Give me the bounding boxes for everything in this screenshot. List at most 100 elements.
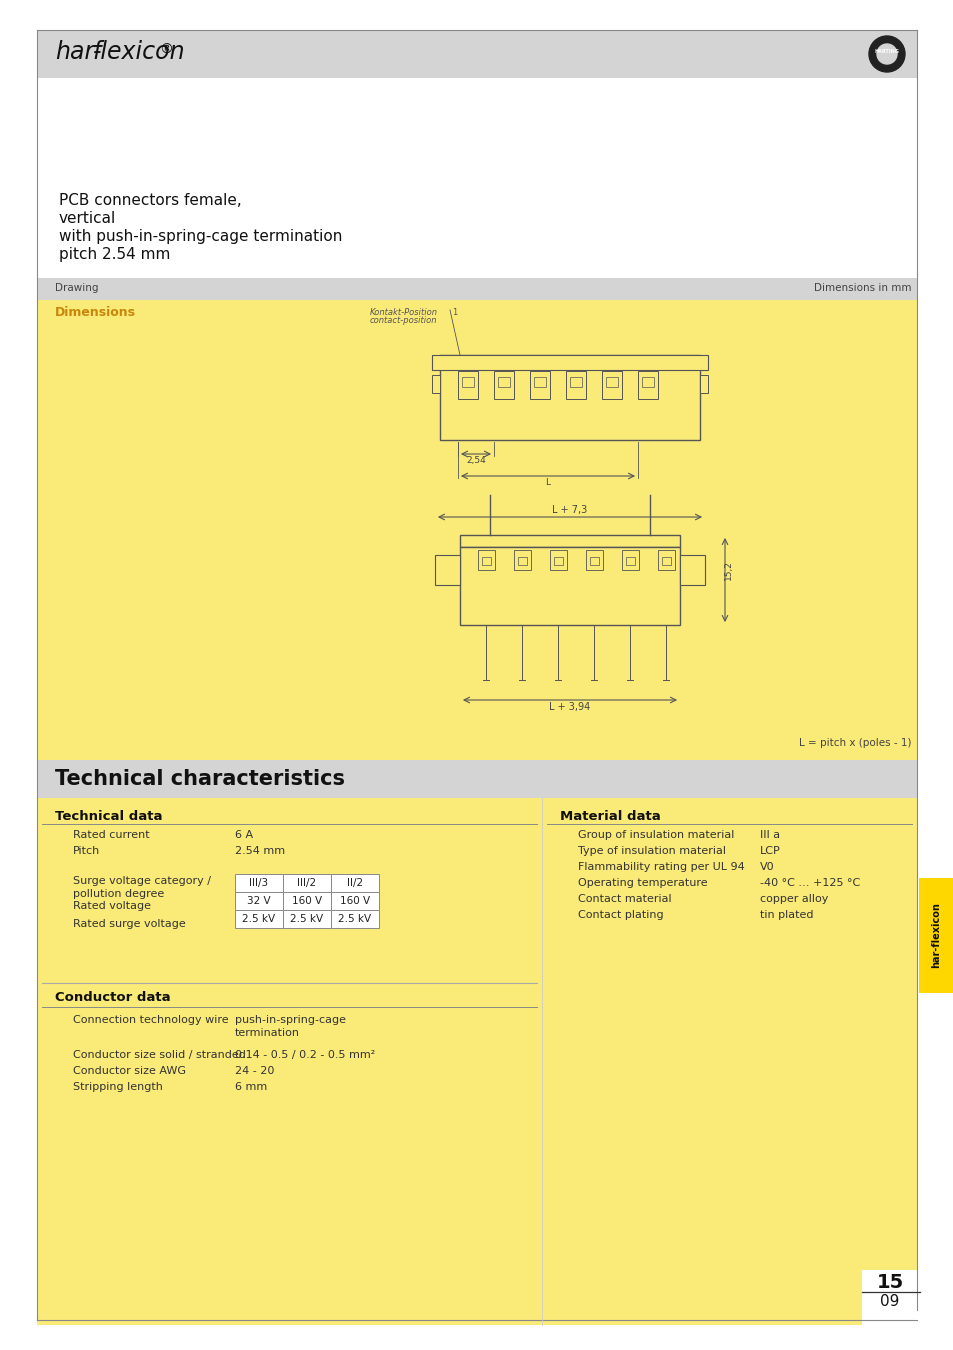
Text: Dimensions: Dimensions [55,306,136,319]
Bar [283,873,331,892]
Text: contact-position: contact-position [370,316,437,325]
Text: 15: 15 [876,1273,902,1292]
Bar [234,910,283,927]
Bar [37,278,916,300]
Bar [234,873,283,892]
Bar [565,371,585,400]
Text: push-in-spring-cage: push-in-spring-cage [234,1015,346,1025]
Text: pitch 2.54 mm: pitch 2.54 mm [59,247,171,262]
Text: 24 - 20: 24 - 20 [234,1066,274,1076]
Text: II/2: II/2 [347,878,363,888]
Bar [331,892,378,910]
Text: har-flexicon: har-flexicon [930,902,940,968]
Text: 160 V: 160 V [339,896,370,906]
Bar [283,892,331,910]
Bar [918,878,953,994]
Text: termination: termination [234,1027,299,1038]
Bar [679,555,704,585]
Text: III a: III a [760,830,780,840]
Text: 2.54 mm: 2.54 mm [234,846,285,856]
Text: 1: 1 [452,308,456,317]
Text: Drawing: Drawing [55,284,98,293]
Text: Contact material: Contact material [578,894,671,904]
Circle shape [868,36,904,72]
Bar [514,549,531,570]
Text: with push-in-spring-cage termination: with push-in-spring-cage termination [59,230,342,244]
Bar [331,910,378,927]
Bar [481,558,491,566]
Text: 0.14 - 0.5 / 0.2 - 0.5 mm²: 0.14 - 0.5 / 0.2 - 0.5 mm² [234,1050,375,1060]
Text: Flammability rating per UL 94: Flammability rating per UL 94 [578,863,744,872]
Text: PCB connectors female,: PCB connectors female, [59,193,241,208]
Bar [432,355,707,370]
Text: Rated surge voltage: Rated surge voltage [73,919,186,929]
Text: ®: ® [159,43,172,57]
Bar [459,535,679,547]
Text: 2.5 kV: 2.5 kV [290,914,323,923]
Text: Rated current: Rated current [73,830,150,840]
Bar [37,760,916,798]
Text: 32 V: 32 V [247,896,271,906]
Bar [497,377,510,387]
Bar [700,375,707,393]
Bar [625,558,635,566]
Bar [862,1270,919,1324]
Text: Dimensions in mm: Dimensions in mm [814,284,911,293]
Text: V0: V0 [760,863,774,872]
Circle shape [876,45,896,63]
Bar [494,371,514,400]
Bar [37,30,916,78]
Bar [605,377,618,387]
Text: vertical: vertical [59,211,116,225]
Bar [517,558,526,566]
Text: Pitch: Pitch [73,846,100,856]
Bar [621,549,639,570]
Text: 2,54: 2,54 [466,456,485,464]
Bar [459,547,679,625]
Text: -40 °C … +125 °C: -40 °C … +125 °C [760,878,860,888]
Text: Connection technology wire: Connection technology wire [73,1015,229,1025]
Bar [601,371,621,400]
Bar [554,558,562,566]
Bar [435,555,459,585]
Text: copper alloy: copper alloy [760,894,827,904]
Text: har-: har- [55,40,101,63]
Bar [641,377,654,387]
Bar [331,873,378,892]
Bar [37,78,916,278]
Text: Operating temperature: Operating temperature [578,878,707,888]
Bar [534,377,545,387]
Text: Group of insulation material: Group of insulation material [578,830,734,840]
Bar [37,798,916,1324]
Text: III/2: III/2 [297,878,316,888]
Text: Type of insulation material: Type of insulation material [578,846,725,856]
Text: Material data: Material data [559,810,660,824]
Bar [457,371,477,400]
Text: 6 A: 6 A [234,830,253,840]
Text: flexicon: flexicon [91,40,185,63]
Bar [37,300,916,760]
Bar [658,549,675,570]
Text: HARTING: HARTING [874,49,899,54]
Bar [585,549,602,570]
Text: Surge voltage category /: Surge voltage category / [73,876,211,886]
Bar [439,355,700,440]
Text: 09: 09 [880,1295,899,1309]
Bar [432,375,439,393]
Text: tin plated: tin plated [760,910,813,919]
Bar [234,892,283,910]
Bar [661,558,670,566]
Bar [530,371,550,400]
Text: Technical data: Technical data [55,810,162,824]
Text: III/3: III/3 [249,878,269,888]
Bar [477,549,495,570]
Text: LCP: LCP [760,846,780,856]
Bar [638,371,658,400]
Text: L + 7,3: L + 7,3 [552,505,587,514]
Bar [461,377,474,387]
Bar [589,558,598,566]
Bar [283,910,331,927]
Text: Conductor size AWG: Conductor size AWG [73,1066,186,1076]
Text: Contact plating: Contact plating [578,910,663,919]
Text: Conductor data: Conductor data [55,991,171,1004]
